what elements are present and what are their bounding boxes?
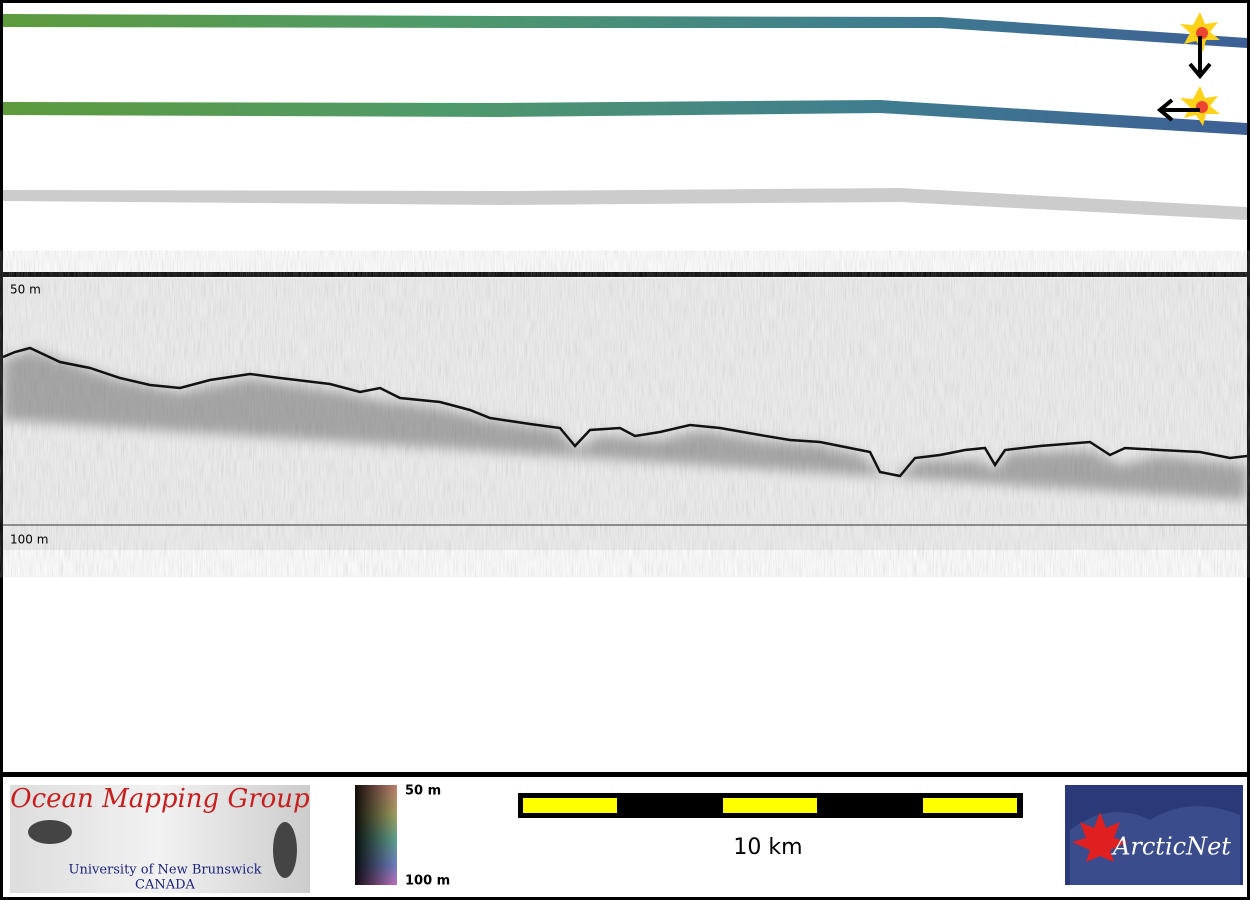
sun-marker — [1156, 86, 1220, 126]
colorbar-label: 100 m — [405, 874, 450, 889]
plan-panel — [3, 3, 1247, 272]
swath-strip — [3, 100, 1247, 135]
scale-label: 10 km — [733, 835, 802, 860]
arcticnet-logo: ArcticNet — [1065, 785, 1243, 885]
seabed-trace — [2, 346, 1248, 478]
scale-segment — [523, 798, 617, 813]
logo-figure — [28, 820, 72, 844]
sun-marker — [1180, 12, 1220, 80]
logo-title: Ocean Mapping Group — [10, 784, 310, 814]
colorbar-label: 50 m — [405, 784, 441, 799]
scale-segment — [723, 798, 817, 813]
logo-figure — [273, 822, 297, 878]
logo-title: ArcticNet — [1111, 833, 1231, 861]
logo-subtitle: University of New Brunswick — [69, 863, 262, 878]
logo-subtitle: CANADA — [135, 878, 196, 893]
omg-logo: Ocean Mapping Group University of New Br… — [10, 784, 310, 893]
depth-label: 50 m — [10, 283, 41, 297]
colorbar-shade — [355, 785, 397, 885]
logo-leaf — [1072, 812, 1128, 862]
swath-strip — [3, 188, 1247, 220]
depth-label: 100 m — [10, 533, 48, 547]
swath-strip — [3, 14, 1247, 48]
sub-bottom-return — [3, 350, 1247, 500]
scale-segment — [923, 798, 1017, 813]
